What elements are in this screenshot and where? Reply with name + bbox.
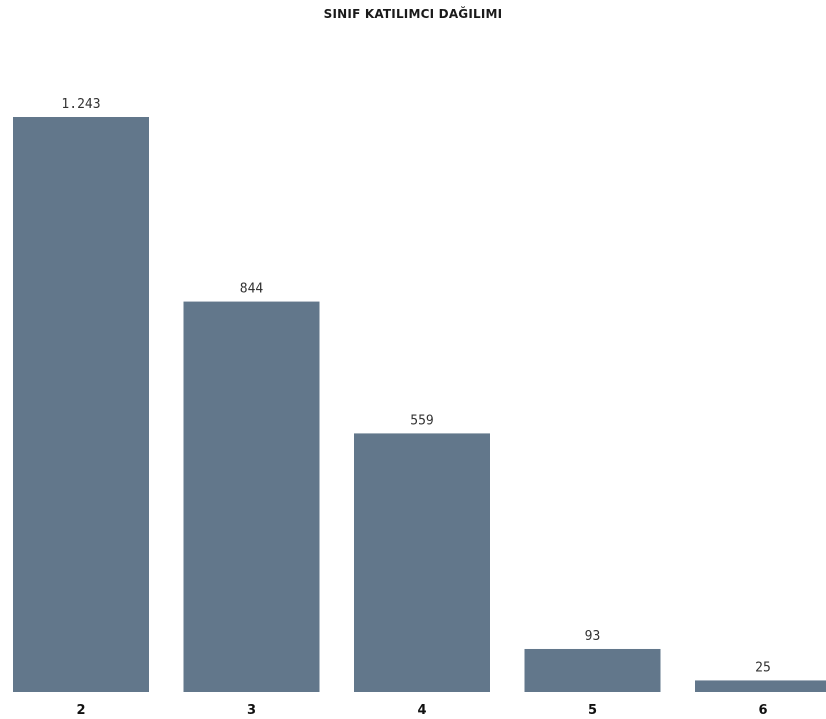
x-tick-labels-layer: 2 3 4 5 6 <box>76 703 767 718</box>
chart-title: SINIF KATILIMCI DAĞILIMI <box>323 7 503 21</box>
value-labels-layer: 1.243 844 559 93 25 <box>61 97 770 675</box>
bar-5 <box>524 648 661 692</box>
bars-layer <box>13 117 826 692</box>
value-label-4: 559 <box>410 413 433 428</box>
value-label-3: 844 <box>240 282 264 297</box>
bar-3 <box>183 301 320 692</box>
x-tick-label-5: 5 <box>588 703 597 718</box>
bar-4 <box>354 433 490 692</box>
value-label-2: 1.243 <box>61 97 100 112</box>
x-tick-label-3: 3 <box>247 703 256 718</box>
bar-6 <box>695 680 826 692</box>
value-label-6: 25 <box>755 660 771 675</box>
x-tick-label-6: 6 <box>758 703 767 718</box>
x-tick-label-2: 2 <box>76 703 85 718</box>
value-label-5: 93 <box>585 629 601 644</box>
x-tick-label-4: 4 <box>417 703 426 718</box>
bar-2 <box>13 117 149 692</box>
